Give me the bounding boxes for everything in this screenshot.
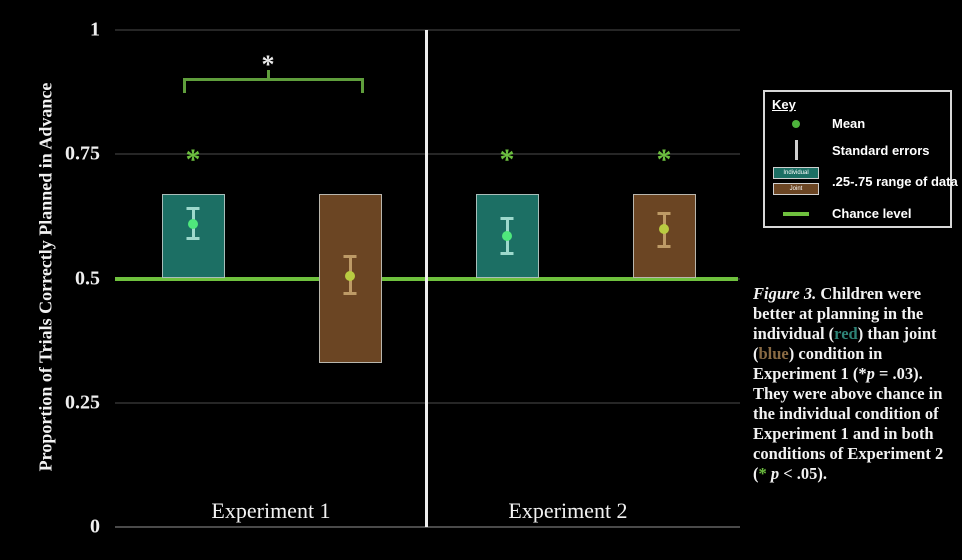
caption-segment: * <box>758 464 767 483</box>
vline-glyph <box>794 140 798 160</box>
mean-dot <box>502 231 512 242</box>
legend-item-dot: Mean <box>765 116 950 131</box>
dot-glyph <box>792 119 800 128</box>
error-bar-cap-top <box>186 207 200 211</box>
error-bar-cap-bottom <box>186 237 200 241</box>
mean-dot <box>188 218 198 229</box>
error-bar-cap-top <box>500 217 514 221</box>
legend-item-vline: Standard errors <box>765 140 950 160</box>
legend-title: Key <box>772 97 796 112</box>
error-bar-cap-top <box>343 254 357 258</box>
caption-segment: p <box>866 364 875 383</box>
legend-item-label: Chance level <box>832 206 912 221</box>
y-tick-label: 0.5 <box>75 267 100 289</box>
x-group-label: Experiment 2 <box>508 498 628 523</box>
gridline-0 <box>115 526 740 528</box>
legend-item-label: .25-.75 range of data <box>832 173 958 189</box>
mean-dot-icon <box>772 119 820 128</box>
error-bar-cap-top <box>657 212 671 216</box>
caption-segment: blue <box>758 344 789 363</box>
caption-segment: red <box>834 324 858 343</box>
mean-dot <box>659 223 669 234</box>
y-tick-label: 0.75 <box>65 142 100 165</box>
legend-items: Mean Standard errors Individual Joint .25-.7… <box>765 116 958 221</box>
hline-glyph <box>783 211 809 216</box>
caption-segment: = .03). They were above chance in the in… <box>753 364 944 483</box>
comparison-bracket <box>183 78 364 93</box>
y-tick-label: 0 <box>90 515 100 538</box>
caption-segment: < .05). <box>779 464 828 483</box>
above-chance-star: * <box>656 143 672 177</box>
above-chance-star: * <box>499 143 515 177</box>
y-tick-label: 0.25 <box>65 391 100 414</box>
legend-item-label: Mean <box>832 116 866 131</box>
legend-item-hline: Chance level <box>765 206 950 221</box>
swatch-individual: Individual <box>773 167 819 179</box>
error-bar-cap-bottom <box>657 244 671 248</box>
experiment-divider <box>425 30 428 527</box>
chance-line-icon <box>772 211 820 216</box>
standard-error-icon <box>772 140 820 160</box>
caption-segment: p <box>770 464 780 483</box>
caption-segment: Children were better at planning in the … <box>753 284 924 343</box>
comparison-bracket-nub <box>267 70 270 79</box>
y-tick-label: 1 <box>90 18 100 41</box>
bar-experiment-2-individual <box>475 194 539 279</box>
legend-item-swatches: Individual Joint .25-.75 range of data <box>765 167 958 195</box>
caption-segment: * <box>858 364 867 383</box>
comparison-star: * <box>261 50 275 79</box>
figure-caption: Figure 3. Children were better at planni… <box>753 284 960 484</box>
above-chance-star: * <box>185 143 201 177</box>
x-group-label: Experiment 1 <box>211 498 331 523</box>
caption-segment: ) than joint ( <box>753 324 937 363</box>
swatch-joint: Joint <box>773 183 819 195</box>
mean-dot <box>345 271 355 281</box>
error-bar-cap-bottom <box>343 291 357 295</box>
legend-item-label: Standard errors <box>832 142 930 158</box>
range-swatches-icon: Individual Joint <box>772 167 820 195</box>
caption-segment: ) condition in Experiment 1 ( <box>753 344 883 383</box>
legend-key-box: Key Mean Standard errors Individual Joint .2… <box>763 90 958 228</box>
caption-segment: Figure 3. <box>753 284 817 303</box>
error-bar-cap-bottom <box>500 252 514 256</box>
